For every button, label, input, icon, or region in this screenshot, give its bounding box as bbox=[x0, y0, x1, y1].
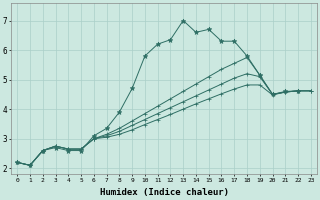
X-axis label: Humidex (Indice chaleur): Humidex (Indice chaleur) bbox=[100, 188, 228, 197]
